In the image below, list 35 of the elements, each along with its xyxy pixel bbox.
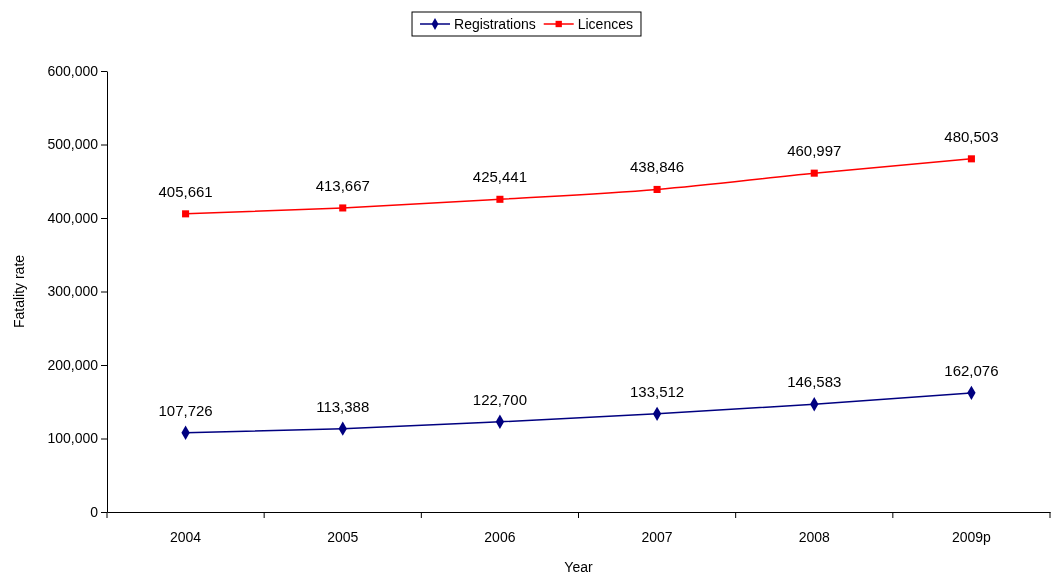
data-label: 107,726 xyxy=(158,401,213,419)
point xyxy=(339,204,347,212)
y-tick-label: 600,000 xyxy=(47,62,99,79)
point xyxy=(496,195,504,203)
data-label: 480,503 xyxy=(944,127,999,145)
x-tick-label: 2009p xyxy=(951,528,992,545)
x-tick-label: 2005 xyxy=(327,528,359,545)
x-axis-title: Year xyxy=(564,559,593,575)
y-tick-label: 200,000 xyxy=(47,356,99,373)
x-tick-label: 2008 xyxy=(798,528,831,545)
x-tick-label: 2007 xyxy=(641,528,673,545)
y-tick-label: 300,000 xyxy=(47,283,99,300)
point xyxy=(653,185,661,193)
x-tick-label: 2006 xyxy=(484,528,516,545)
data-label: 425,441 xyxy=(472,168,528,186)
data-label: 413,667 xyxy=(315,176,370,194)
y-tick-label: 500,000 xyxy=(47,136,99,153)
point xyxy=(810,169,818,177)
legend-label: Licences xyxy=(577,16,633,32)
y-tick-label: 100,000 xyxy=(47,430,99,447)
y-tick-label: 400,000 xyxy=(47,209,99,226)
y-tick-label: 0 xyxy=(90,503,99,520)
data-label: 133,512 xyxy=(629,382,685,400)
data-label: 460,997 xyxy=(787,142,842,160)
data-label: 146,583 xyxy=(787,373,842,391)
point xyxy=(967,155,975,163)
data-label: 122,700 xyxy=(472,390,528,408)
point xyxy=(182,210,190,218)
data-label: 405,661 xyxy=(158,182,213,200)
x-tick-label: 2004 xyxy=(170,528,202,545)
y-axis-title: Fatality rate xyxy=(11,254,27,329)
data-label: 113,388 xyxy=(316,397,370,415)
data-label: 438,846 xyxy=(629,158,685,176)
legend-label: Registrations xyxy=(454,16,536,32)
data-label: 162,076 xyxy=(944,361,999,379)
